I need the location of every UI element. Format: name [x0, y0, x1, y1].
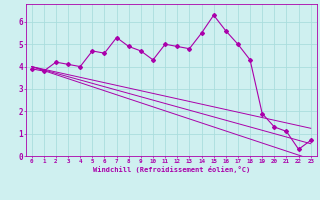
X-axis label: Windchill (Refroidissement éolien,°C): Windchill (Refroidissement éolien,°C) [92, 166, 250, 173]
